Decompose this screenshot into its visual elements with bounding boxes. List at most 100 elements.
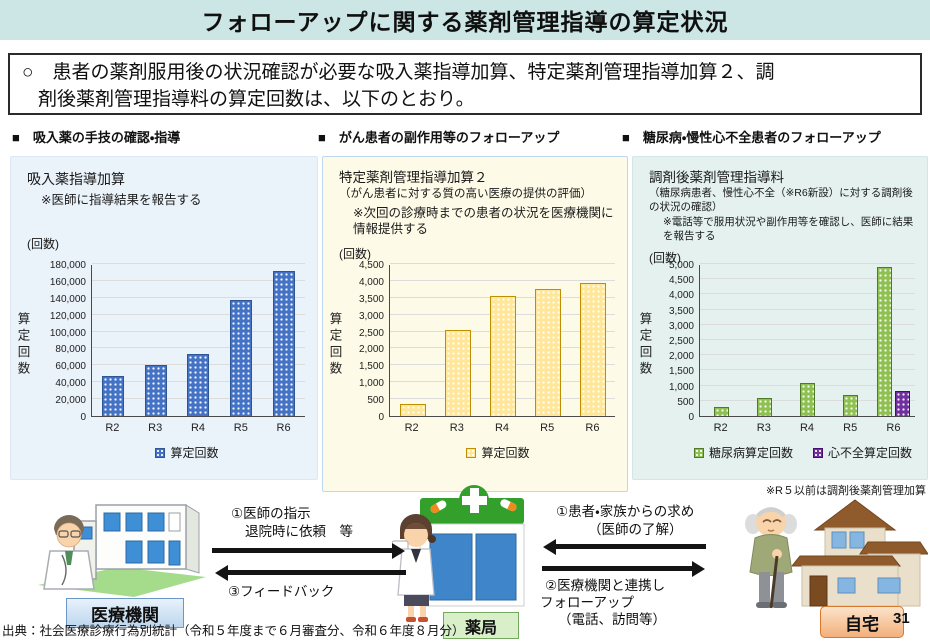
unit-label: (回数) xyxy=(27,237,59,251)
y-axis-label: 算定回数 xyxy=(327,312,342,378)
bar-算定回数-R2 xyxy=(102,376,125,416)
y-tick-label: 3,000 xyxy=(358,310,384,322)
panel-specific-drug: 特定薬剤管理指導加算２ （がん患者に対する質の高い医療の提供の評価） ※次回の診… xyxy=(322,156,628,492)
y-tick-label: 500 xyxy=(677,396,694,408)
unit-label: (回数) xyxy=(339,247,371,261)
bar-算定回数-R6 xyxy=(579,282,606,416)
y-tick-label: 1,000 xyxy=(668,381,694,393)
bar-算定回数-R5 xyxy=(230,300,253,416)
x-tick-label: R6 xyxy=(585,422,600,434)
bar-算定回数-R3 xyxy=(144,364,167,416)
y-tick-label: 1,000 xyxy=(358,378,384,390)
chart-footnote: ※R５以前は調剤後薬剤管理加算 xyxy=(765,485,926,497)
bar-心不全算定回数-R6 xyxy=(895,390,910,416)
pharmacy-label: 薬局 xyxy=(443,612,519,639)
panel-subtitle: （糖尿病患者、慢性心不全（※R6新設）に対する調剤後の状況の確認） xyxy=(649,187,913,213)
home-label: 自宅 xyxy=(820,606,904,638)
unit-label: (回数) xyxy=(649,251,681,265)
arrow-label-doctor-order-2: 退院時に依頼 等 xyxy=(245,524,353,539)
home-illustration xyxy=(745,499,928,609)
y-tick-label: 80,000 xyxy=(55,344,86,356)
y-tick-label: 0 xyxy=(378,412,384,423)
x-tick-label: R3 xyxy=(148,422,163,434)
y-tick-label: 160,000 xyxy=(49,276,86,288)
panel-note: ※次回の診療時までの患者の状況を医療機関に情報提供する xyxy=(353,205,614,237)
x-tick-label: R2 xyxy=(713,422,728,434)
post-dispensing-bar-chart: 算定回数 0 500 1,000 1,500 2,000 2,500 3,000 3,500 4,… xyxy=(637,257,923,461)
x-tick-label: R4 xyxy=(190,422,206,434)
bar-算定回数-R6 xyxy=(272,270,295,416)
y-tick-label: 3,500 xyxy=(668,305,694,317)
x-tick-label: R4 xyxy=(494,422,510,434)
section-header-inhalation: ■ 吸入薬の手技の確認・指導 xyxy=(12,130,181,145)
bar-算定回数-R4 xyxy=(489,296,516,416)
x-tick-label: R5 xyxy=(233,422,248,434)
y-tick-label: 40,000 xyxy=(55,378,86,390)
legend-swatch xyxy=(813,447,823,458)
arrow-label-feedback: ③フィードバック xyxy=(228,584,335,599)
x-tick-label: R2 xyxy=(404,422,419,434)
y-tick-label: 0 xyxy=(688,412,694,423)
bar-糖尿病算定回数-R5 xyxy=(843,395,858,416)
panel-inhalation: 吸入薬指導加算 ※医師に指導結果を報告する (回数) 算定回数 0 20,000 40… xyxy=(10,156,318,480)
x-tick-label: R3 xyxy=(756,422,771,434)
x-tick-label: R6 xyxy=(886,422,901,434)
arrow-pharmacy-to-home xyxy=(542,566,692,571)
panel-post-dispensing: 調剤後薬剤管理指導料 （糖尿病患者、慢性心不全（※R6新設）に対する調剤後の状況… xyxy=(632,156,928,480)
arrow-label-doctor-order-1: ①医師の指示 xyxy=(231,506,311,521)
bar-算定回数-R5 xyxy=(534,289,561,416)
arrow-home-to-pharmacy xyxy=(556,544,706,549)
y-tick-label: 20,000 xyxy=(55,395,86,407)
hospital-illustration xyxy=(38,504,206,597)
y-tick-label: 180,000 xyxy=(49,260,86,271)
panel-title: 特定薬剤管理指導加算２ xyxy=(339,170,488,185)
legend-label: 算定回数 xyxy=(170,446,219,460)
arrow-hospital-to-pharmacy xyxy=(212,548,392,553)
section-header-cancer: ■ がん患者の副作用等のフォローアップ xyxy=(318,130,560,145)
y-tick-label: 5,000 xyxy=(668,260,694,271)
legend-label: 算定回数 xyxy=(481,446,530,460)
source-citation: 出典：社会医療診療行為別統計（令和５年度まで６月審査分、令和６年度８月分） xyxy=(2,624,465,638)
section-header-diabetes: ■ 糖尿病・慢性心不全患者のフォローアップ xyxy=(622,130,881,145)
x-tick-label: R2 xyxy=(105,422,120,434)
arrow-label-followup-1: ②医療機関と連携し xyxy=(545,578,666,593)
bar-糖尿病算定回数-R3 xyxy=(757,397,772,416)
legend-swatch xyxy=(466,447,477,458)
y-tick-label: 2,000 xyxy=(668,351,694,363)
bar-算定回数-R4 xyxy=(187,354,210,416)
y-tick-label: 2,000 xyxy=(358,344,384,356)
pharmacy-illustration xyxy=(392,485,525,622)
y-tick-label: 100,000 xyxy=(49,327,86,339)
bar-算定回数-R2 xyxy=(399,404,426,416)
bar-糖尿病算定回数-R4 xyxy=(800,382,815,416)
x-tick-label: R3 xyxy=(449,422,464,434)
y-tick-label: 4,000 xyxy=(358,276,384,288)
y-axis-label: 算定回数 xyxy=(15,312,30,378)
x-tick-label: R6 xyxy=(276,422,291,434)
y-tick-label: 3,000 xyxy=(668,320,694,332)
legend-label: 糖尿病算定回数 xyxy=(708,446,793,460)
arrow-label-patient-request-1: ①患者・家族からの求め xyxy=(556,504,695,519)
y-tick-label: 500 xyxy=(367,395,384,407)
arrow-label-followup-3: （電話、訪問等） xyxy=(558,612,666,627)
x-tick-label: R5 xyxy=(540,422,555,434)
page-title: フォローアップに関する薬剤管理指導の算定状況 xyxy=(201,9,729,35)
y-tick-label: 4,500 xyxy=(358,260,384,271)
panel-title: 調剤後薬剤管理指導料 xyxy=(649,170,784,185)
statement-line2: 剤後薬剤管理指導料の算定回数は、以下のとおり。 xyxy=(38,88,475,110)
legend-swatch xyxy=(155,447,166,458)
legend-swatch xyxy=(693,447,704,458)
y-tick-label: 60,000 xyxy=(55,361,86,373)
statement-line1: ○ 患者の薬剤服用後の状況確認が必要な吸入薬指導加算、特定薬剤管理指導加算２、調 xyxy=(22,62,775,83)
y-tick-label: 0 xyxy=(80,412,86,423)
title-bar: フォローアップに関する薬剤管理指導の算定状況 xyxy=(0,0,930,40)
panel-note: ※電話等で服用状況や副作用等を確認し、医師に結果を報告する xyxy=(663,216,914,242)
y-tick-label: 1,500 xyxy=(668,366,694,378)
inhalation-bar-chart: 算定回数 0 20,000 40,000 60,000 80,000 100,000 120,… xyxy=(15,257,313,461)
plot-area xyxy=(91,263,305,417)
y-tick-label: 2,500 xyxy=(358,327,384,339)
bar-糖尿病算定回数-R2 xyxy=(714,406,729,416)
arrow-label-patient-request-2: （医師の了解） xyxy=(588,522,683,537)
x-tick-label: R5 xyxy=(843,422,858,434)
